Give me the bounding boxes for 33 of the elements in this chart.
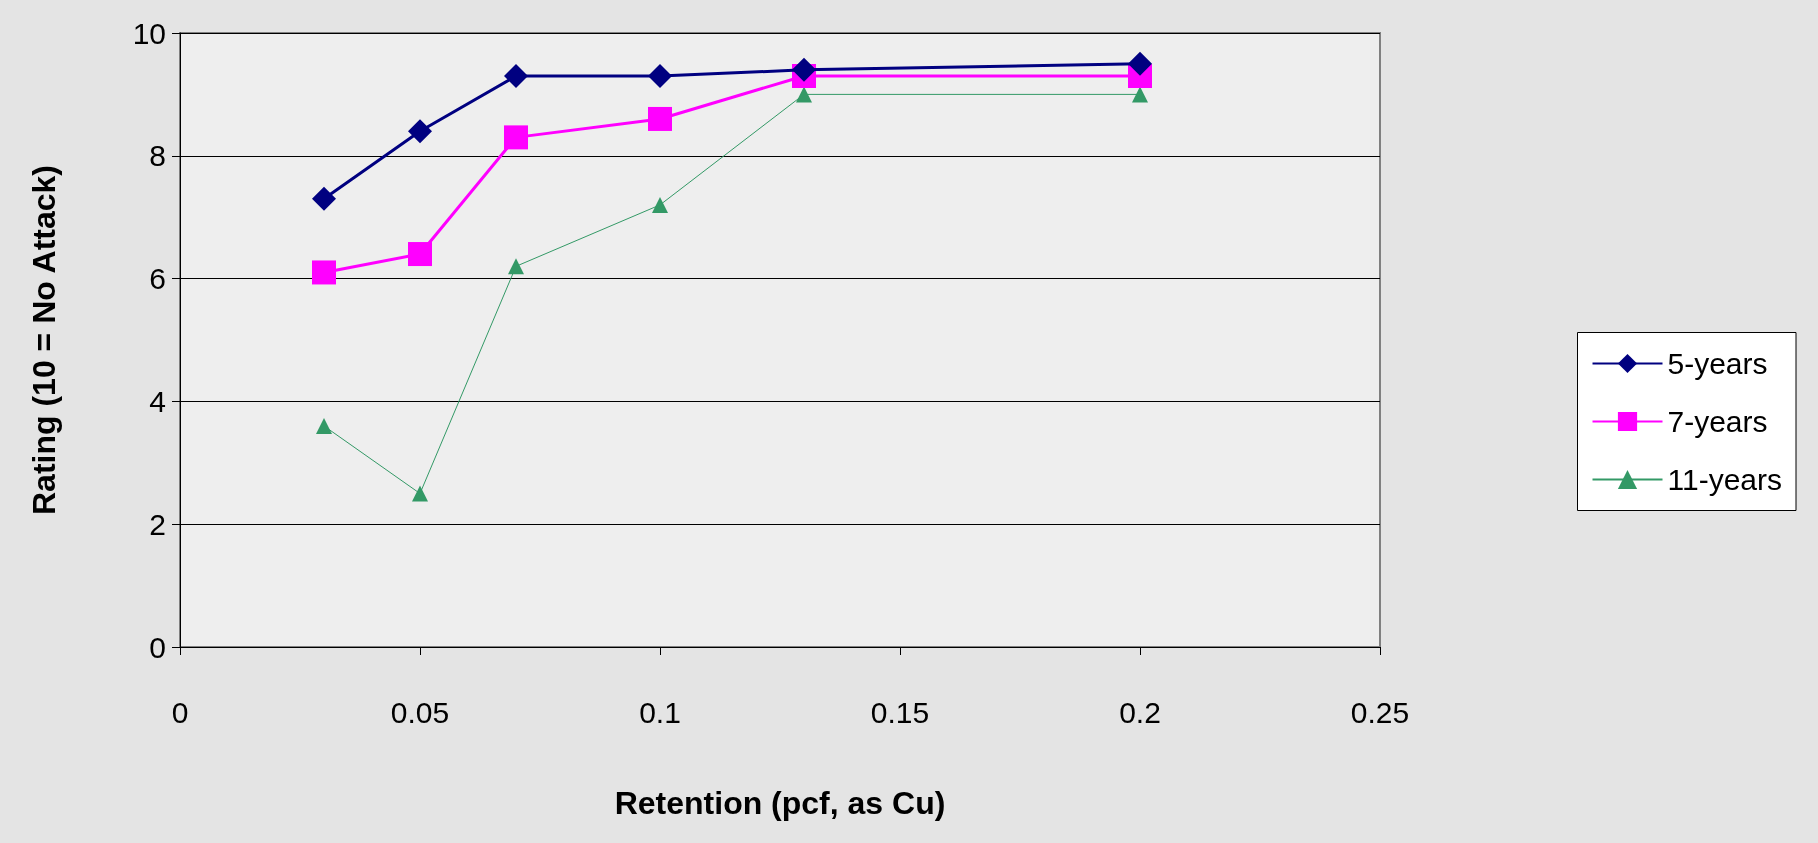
y-tick-label: 0 (149, 630, 166, 664)
point (312, 260, 336, 285)
y-tick-label: 6 (149, 262, 166, 296)
x-tick-label: 0.15 (870, 695, 930, 729)
x-tick-label: 0.1 (639, 695, 681, 729)
y-tick-label: 10 (132, 16, 166, 50)
y-tick-label: 2 (149, 507, 166, 541)
point (1132, 86, 1148, 103)
point (652, 196, 668, 213)
point (408, 242, 432, 267)
point (504, 125, 528, 150)
x-axis-title: Retention (pcf, as Cu) (614, 785, 946, 821)
point (648, 63, 672, 88)
legend-label: 5-years (1667, 347, 1768, 380)
x-tick-label: 0.05 (390, 695, 450, 729)
point (508, 258, 524, 275)
x-tick-label: 0 (171, 695, 189, 729)
point (412, 485, 428, 502)
point (792, 57, 816, 82)
point (504, 63, 528, 88)
y-tick-label: 8 (149, 139, 166, 173)
y-axis-title: Rating (10 = No Attack) (26, 165, 62, 515)
point (796, 86, 812, 103)
point (1128, 51, 1152, 76)
x-tick-label: 0.25 (1350, 695, 1410, 729)
y-tick-label: 4 (149, 384, 166, 418)
legend-label: 11-years (1667, 463, 1783, 496)
point (408, 119, 432, 144)
point (648, 106, 672, 131)
x-tick-label: 0.2 (1119, 695, 1161, 729)
legend-label: 7-years (1667, 405, 1768, 438)
point (312, 186, 336, 211)
point (316, 417, 332, 434)
